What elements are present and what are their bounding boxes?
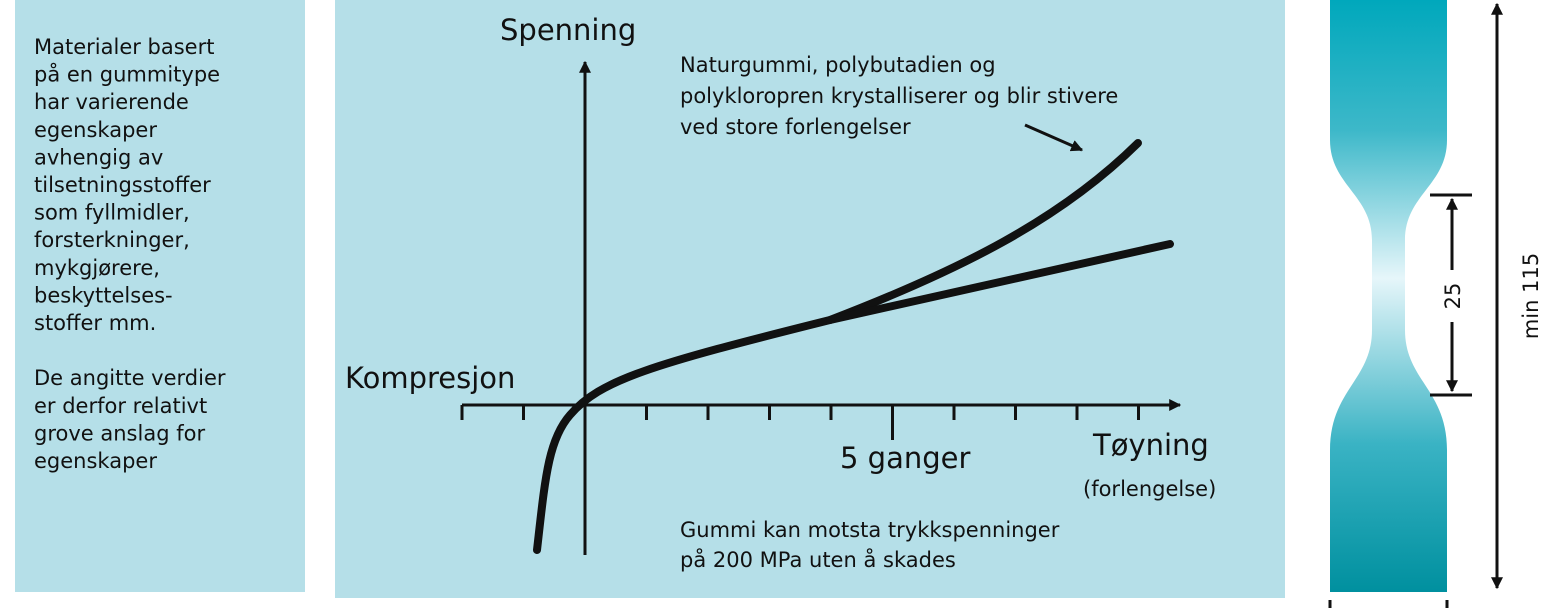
total-length: min 115: [1519, 253, 1543, 339]
compression-label: Kompresjon: [345, 361, 515, 395]
note-line: Gummi kan motsta trykkspenninger: [680, 518, 1060, 542]
sidebar-line: på en gummitype: [34, 62, 220, 87]
x-axis-sublabel: (forlengelse): [1083, 477, 1216, 501]
linear-branch: [826, 240, 1174, 324]
stress-curve: [533, 139, 1142, 554]
sidebar-line: avhengig av: [34, 145, 163, 169]
specimen: [1330, 0, 1447, 592]
sidebar-line: som fyllmidler,: [34, 201, 190, 225]
x-axis-label: Tøyning: [1092, 428, 1209, 462]
y-axis-label: Spenning: [500, 13, 636, 47]
sidebar-line: beskyttelses-: [34, 283, 173, 307]
sidebar-line: egenskaper: [34, 449, 157, 473]
sidebar-line: egenskaper: [34, 118, 157, 142]
dimensions: [1328, 2, 1503, 608]
sidebar-line: har varierende: [34, 90, 189, 114]
annotation-line: ved store forlengelser: [680, 115, 911, 139]
sidebar-line: Materialer basert: [34, 35, 214, 59]
annotation-line: polykloropren krystalliserer og blir sti…: [680, 84, 1118, 108]
tick-label: 5 ganger: [840, 441, 970, 475]
annotation-line: Naturgummi, polybutadien og: [680, 53, 996, 77]
sidebar-text: Materialer basert på en gummitype har vari…: [34, 35, 226, 473]
sidebar-line: De angitte verdier: [34, 366, 226, 390]
sidebar-line: forsterkninger,: [34, 228, 190, 252]
gauge-length: 25: [1441, 283, 1465, 310]
sidebar-line: mykgjørere,: [34, 256, 160, 280]
sidebar-line: er derfor relativt: [34, 394, 207, 418]
sidebar-line: tilsetningsstoffer: [34, 173, 211, 197]
diagram-panel: [335, 0, 1285, 598]
curves: [533, 139, 1174, 554]
sidebar-line: grove anslag for: [34, 421, 205, 445]
sidebar-line: stoffer mm.: [34, 311, 156, 335]
annotation-arrow: [1024, 123, 1084, 152]
note-line: på 200 MPa uten å skades: [680, 547, 956, 572]
sidebar-panel: [15, 0, 305, 592]
